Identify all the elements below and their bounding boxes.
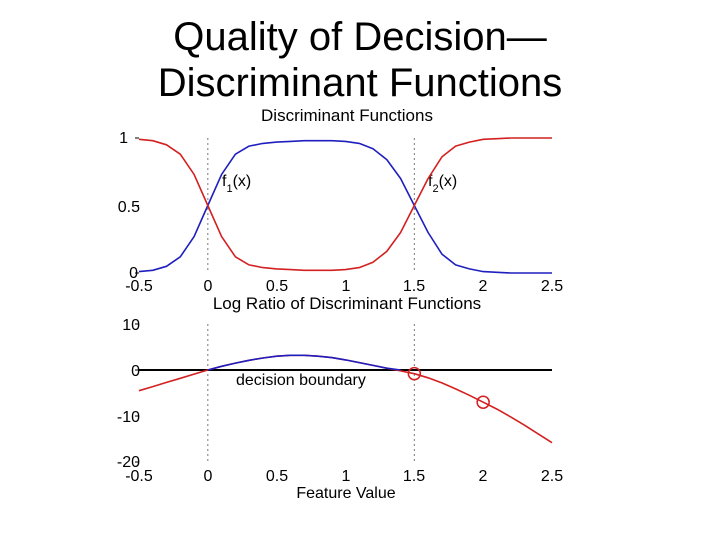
bottom-ytick: -20 [117,454,140,471]
bottom-chart: Log Ratio of Discriminant Functions 10 0… [117,294,563,502]
top-chart: Discriminant Functions 1 0.5 0 -0.5 0 0.… [118,106,563,295]
bottom-xtick: -0.5 [125,468,153,485]
bottom-xtick: 0.5 [266,468,288,485]
top-xtick-labels: -0.5 0 0.5 1 1.5 2 2.5 [125,278,563,295]
slide-title-line-2: Discriminant Functions [157,61,563,105]
f1-label: f1(x) [222,173,251,195]
slide-title-line-1: Quality of Decision— [173,15,547,59]
bottom-series-line-1 [207,354,401,371]
top-ytick: 1 [119,130,128,147]
f2-label: f2(x) [428,173,457,195]
error-marker [407,366,422,381]
top-xtick: 0.5 [266,278,288,295]
bottom-xlabel: Feature Value [296,485,395,502]
slide-title: Quality of Decision— Discriminant Functi… [0,14,720,106]
bottom-xtick: 2.5 [541,468,563,485]
top-xtick: 1 [342,278,351,295]
top-series-line-f1x [138,139,552,274]
top-xtick: 1.5 [403,278,425,295]
bottom-ytick: 10 [122,317,140,334]
bottom-series-line-0 [138,354,553,444]
bottom-xtick: 1 [342,468,351,485]
top-xtick: 0 [204,278,213,295]
bottom-xtick: 2 [479,468,488,485]
bottom-xtick: 0 [204,468,213,485]
top-ytick: 0.5 [118,199,140,216]
bottom-xtick-labels: -0.5 0 0.5 1 1.5 2 2.5 [125,468,563,485]
top-xtick: 2.5 [541,278,563,295]
top-xtick: 2 [479,278,488,295]
bottom-chart-title: Log Ratio of Discriminant Functions [213,294,481,313]
top-chart-title: Discriminant Functions [261,106,433,125]
decision-boundary-label: decision boundary [236,372,366,389]
error-marker [476,395,490,409]
top-series-line-f2x [138,137,552,272]
bottom-ytick: -10 [117,409,140,426]
bottom-ytick: 0 [131,363,140,380]
top-xtick: -0.5 [125,278,153,295]
top-ytick: 0 [129,265,138,282]
bottom-xtick: 1.5 [403,468,425,485]
